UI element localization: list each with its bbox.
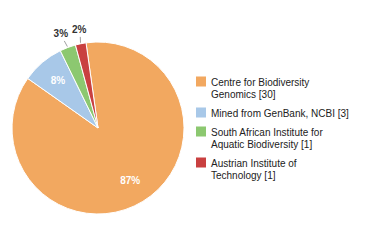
slices	[12, 42, 184, 214]
chart: 87% 8% 3%2% Centre for BiodiversityGenomics…	[0, 0, 380, 240]
pie-slice	[75, 43, 98, 128]
legend: Centre for BiodiversityGenomics [30] Mine…	[196, 77, 349, 181]
legend-label: Centre for BiodiversityGenomics [30]	[211, 77, 309, 100]
legend-swatch	[196, 158, 206, 168]
legend-swatch	[196, 127, 206, 137]
data-label: 2%	[72, 24, 87, 35]
legend-swatch	[196, 108, 206, 118]
legend-label: South African Institute forAquatic Biodi…	[211, 127, 323, 150]
data-labels: 87% 8% 3%2%	[51, 24, 141, 187]
legend-label: Austrian Institute ofTechnology [1]	[211, 158, 297, 181]
data-label: 87%	[120, 175, 140, 186]
legend-label: Mined from GenBank, NCBI [3]	[211, 108, 349, 119]
data-label: 3%	[54, 28, 69, 39]
legend-swatch	[196, 77, 206, 87]
data-label: 8%	[51, 75, 66, 86]
leader-line	[64, 41, 67, 47]
pie-slice	[12, 42, 184, 214]
leader-line	[80, 37, 81, 43]
